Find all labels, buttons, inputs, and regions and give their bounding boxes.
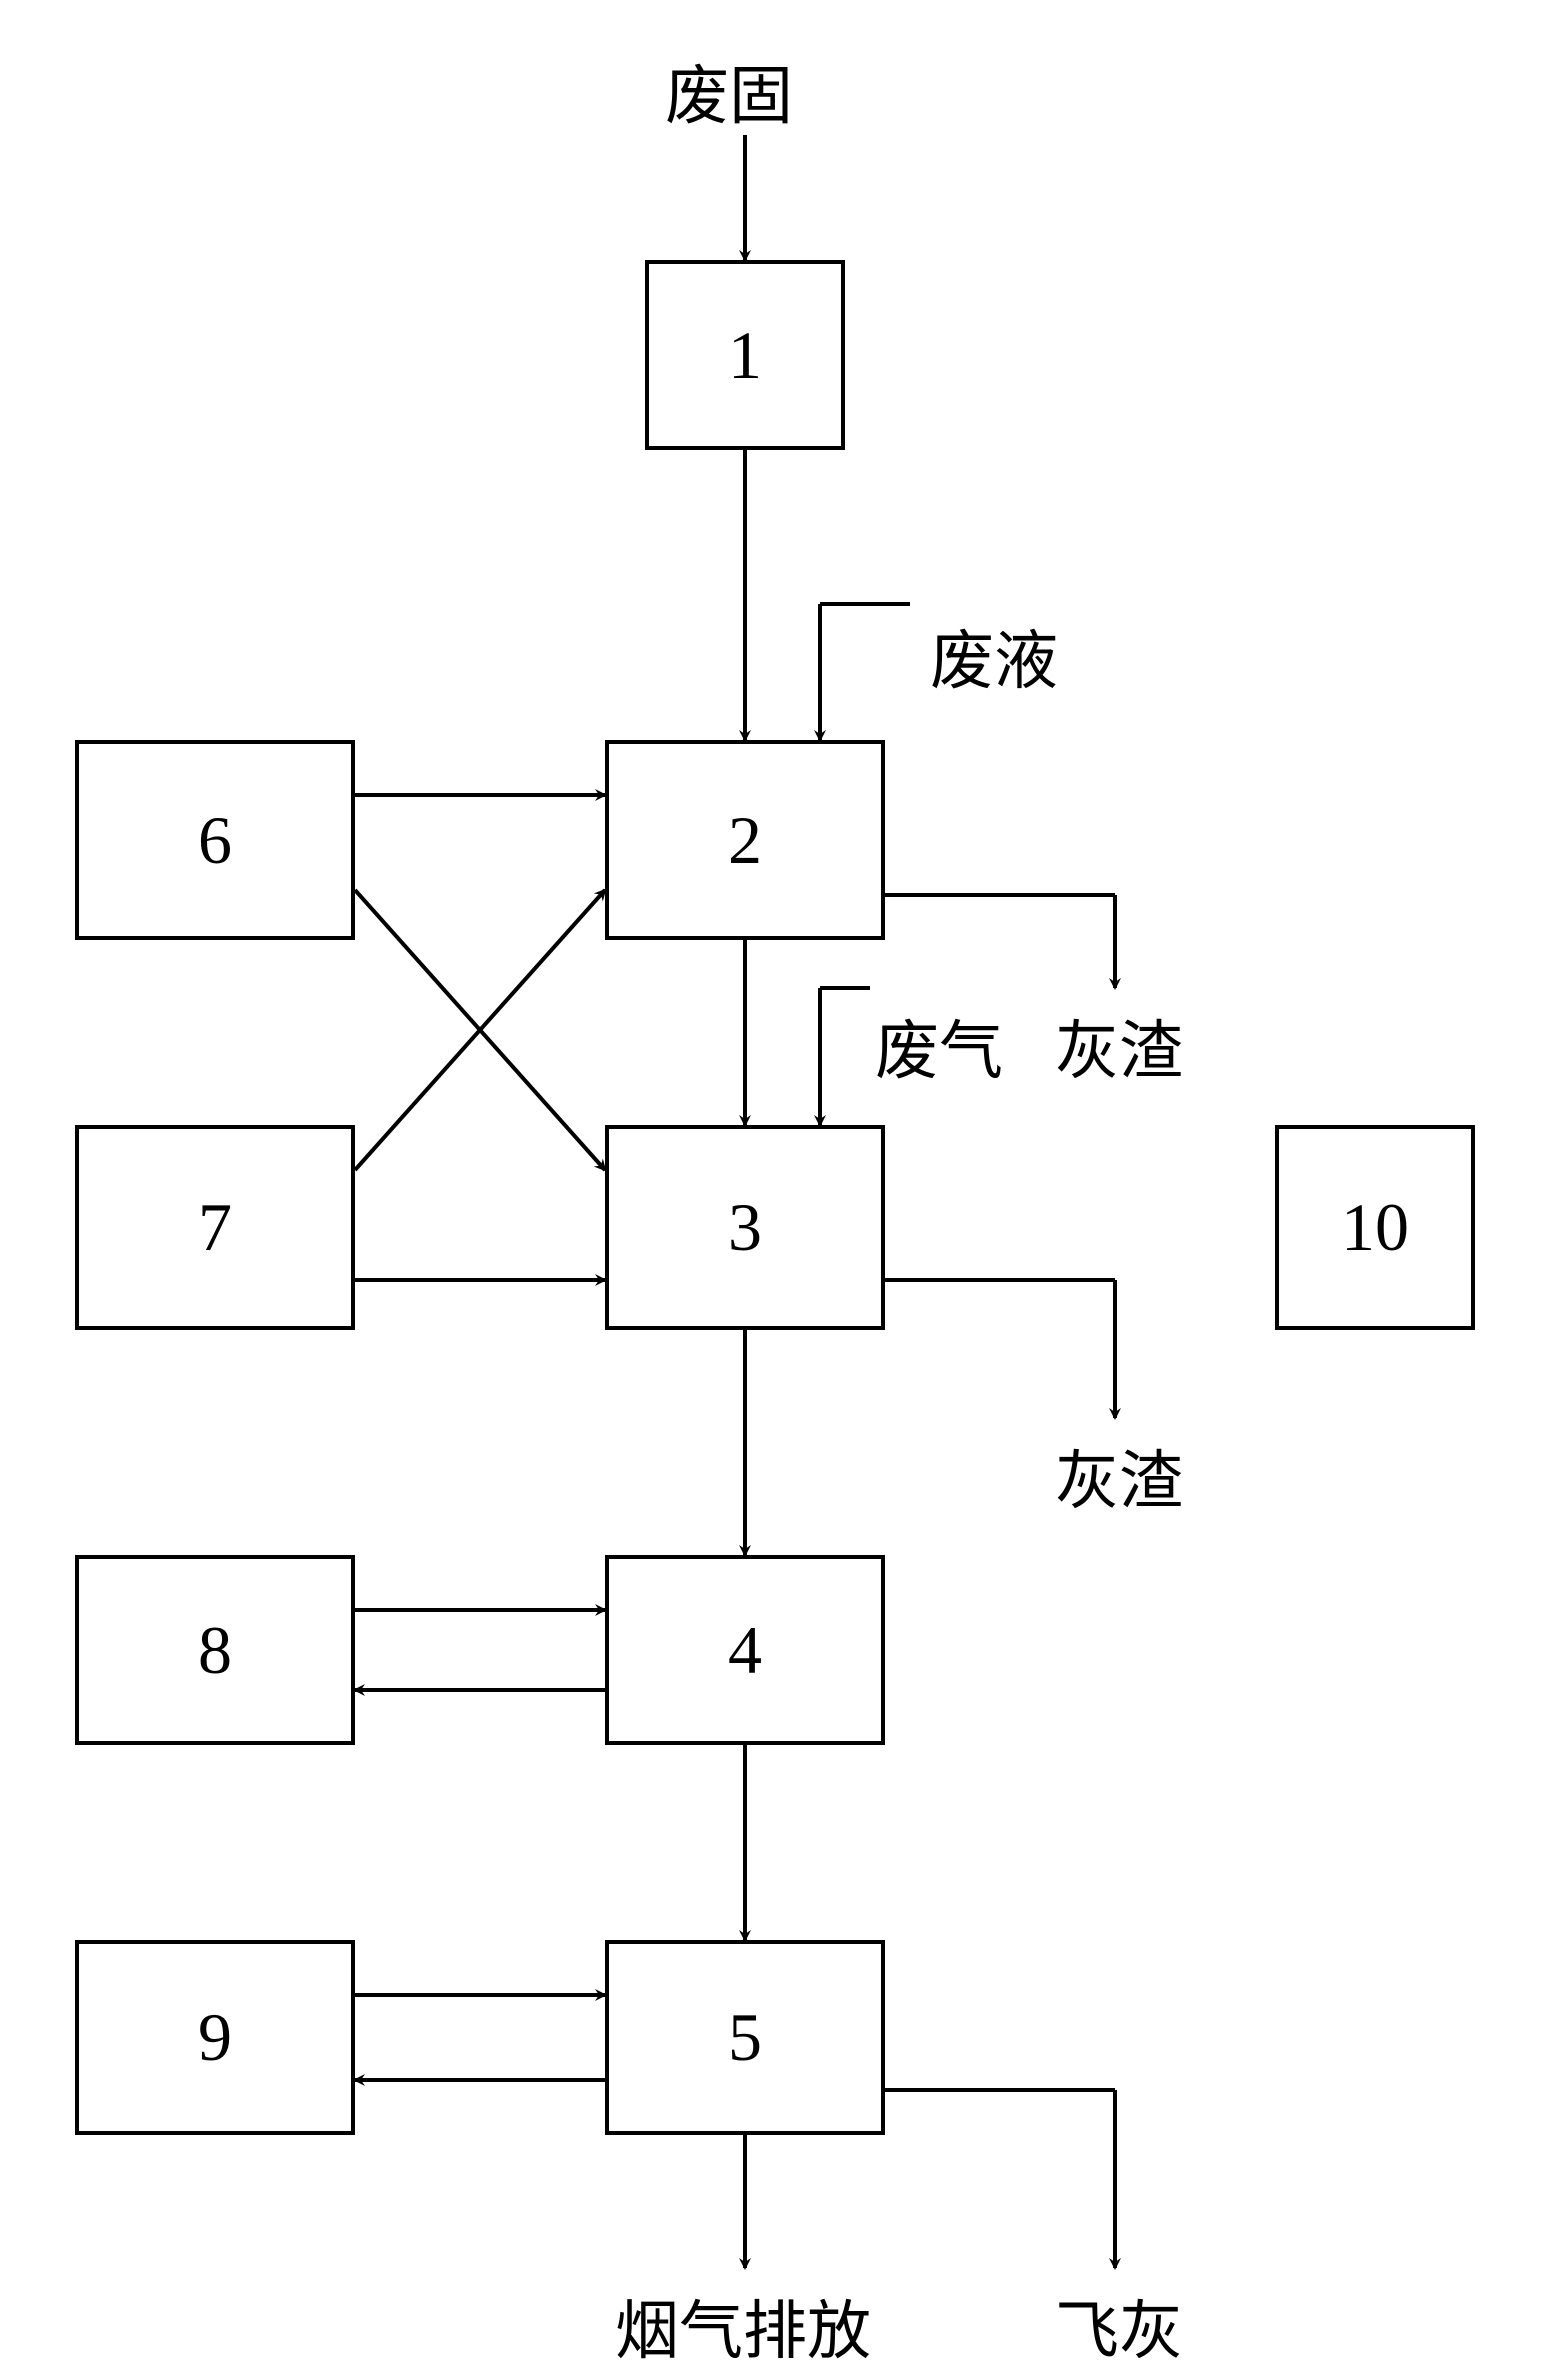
node-label: 4: [728, 1611, 762, 1690]
label-l_fly_ash: 飞灰: [1055, 2280, 1183, 2372]
node-b10: 10: [1275, 1125, 1475, 1330]
arrow-12: [355, 890, 605, 1170]
label-l_waste_gas: 废气: [875, 1000, 1003, 1092]
node-b2: 2: [605, 740, 885, 940]
node-b4: 4: [605, 1555, 885, 1745]
node-label: 2: [728, 801, 762, 880]
node-label: 9: [198, 1998, 232, 2077]
node-b8: 8: [75, 1555, 355, 1745]
node-label: 8: [198, 1611, 232, 1690]
node-label: 1: [728, 316, 762, 395]
label-l_slag2: 灰渣: [1055, 1430, 1183, 1522]
node-b3: 3: [605, 1125, 885, 1330]
node-b5: 5: [605, 1940, 885, 2135]
node-b1: 1: [645, 260, 845, 450]
label-l_waste_liquid: 废液: [930, 610, 1058, 702]
node-label: 5: [728, 1998, 762, 2077]
node-label: 10: [1341, 1188, 1409, 1267]
arrow-13: [355, 890, 605, 1170]
label-l_waste_solid: 废固: [665, 45, 793, 137]
node-b7: 7: [75, 1125, 355, 1330]
node-label: 7: [198, 1188, 232, 1267]
node-label: 3: [728, 1188, 762, 1267]
node-b9: 9: [75, 1940, 355, 2135]
node-b6: 6: [75, 740, 355, 940]
label-l_flue_gas: 烟气排放: [615, 2280, 871, 2372]
node-label: 6: [198, 801, 232, 880]
label-l_slag1: 灰渣: [1055, 1000, 1183, 1092]
